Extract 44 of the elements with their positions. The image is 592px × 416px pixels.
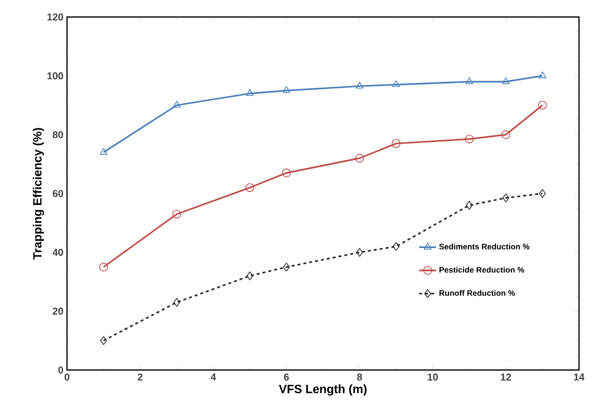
y-tick-label: 80 <box>52 131 64 138</box>
y-tick-label: 20 <box>52 308 64 315</box>
y-tick-label: 120 <box>47 13 64 21</box>
point <box>246 89 254 96</box>
point <box>172 100 181 108</box>
x-tick-label: 14 <box>574 374 584 380</box>
point <box>100 336 107 345</box>
point <box>283 262 290 272</box>
point <box>173 298 180 307</box>
point <box>245 183 254 192</box>
point <box>466 200 473 210</box>
point <box>100 148 108 155</box>
x-tick-label: 8 <box>357 374 362 381</box>
point <box>99 262 108 272</box>
point <box>282 86 290 93</box>
point <box>392 242 400 251</box>
y-tick-label: 60 <box>52 190 64 198</box>
x-tick-label: 0 <box>64 374 70 381</box>
point <box>282 168 291 178</box>
y-tick-label: 100 <box>47 72 64 80</box>
point <box>464 134 474 144</box>
point <box>356 248 363 257</box>
point <box>356 82 364 89</box>
point <box>465 77 474 84</box>
point <box>538 71 546 78</box>
point <box>502 77 510 84</box>
point <box>501 130 510 140</box>
x-tick-label: 2 <box>138 374 143 380</box>
x-tick-label: 10 <box>428 374 438 381</box>
point <box>392 139 401 148</box>
point <box>392 80 400 88</box>
y-tick-label: 40 <box>52 248 64 256</box>
point <box>172 210 182 218</box>
point <box>538 100 547 110</box>
y-tick-label: 0 <box>58 366 64 374</box>
x-tick-label: 6 <box>284 374 289 381</box>
x-tick-label: 4 <box>210 374 216 380</box>
x-tick-label: 12 <box>500 374 511 380</box>
point <box>355 154 364 163</box>
x-axis-title: VFS Length (m) <box>278 384 367 396</box>
point <box>539 189 546 198</box>
y-axis-title: Trapping Efficiency (%) <box>32 128 44 260</box>
point <box>246 271 254 280</box>
point <box>502 194 510 202</box>
